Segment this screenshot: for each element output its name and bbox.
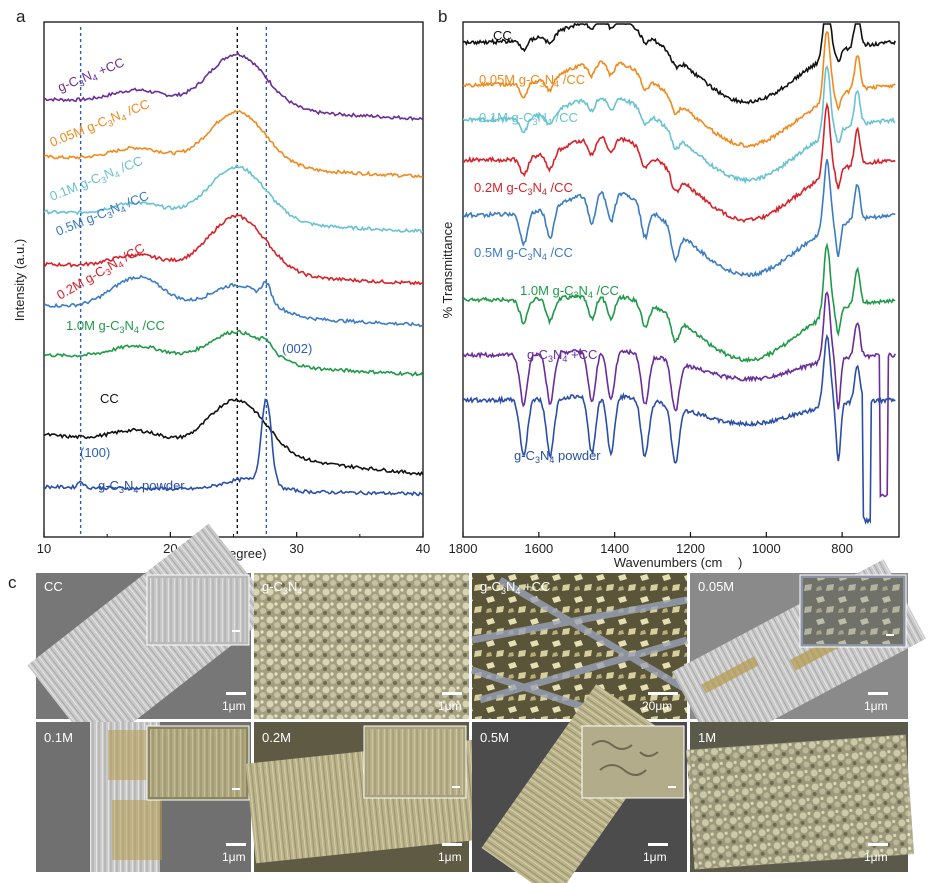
sem-tile-gcn-cc: g-C3N4 +CC 20μm [470, 573, 689, 723]
sem-label: g-C3N4 +CC [480, 579, 550, 596]
scale-bar-label: 1μm [222, 850, 246, 864]
ftir-x-tick-label: 800 [831, 541, 853, 556]
xrd-annotation-002: (002) [282, 341, 312, 356]
sem-tile-05m: 0.5M 1μm [472, 684, 687, 883]
ftir-plot-frame [462, 21, 900, 538]
xrd-series-line [44, 398, 423, 497]
sem-label: 0.5M [480, 730, 509, 745]
ftir-x-tick-label: 1600 [524, 541, 553, 556]
xrd-series-line [44, 163, 423, 235]
xrd-series-line [44, 329, 423, 377]
xrd-series-line [44, 109, 423, 179]
xrd-annotation-100: (100) [80, 445, 110, 460]
ftir-series-label: CC [493, 28, 512, 43]
ftir-x-axis-label: Wavenumbers (cm [614, 555, 723, 570]
ftir-series-line [463, 101, 896, 224]
ftir-x-tick-label: 1000 [752, 541, 781, 556]
sem-tile-02m: 0.2M 1μm [245, 722, 485, 872]
xrd-y-axis-label: Intensity (a.u.) [12, 239, 27, 321]
ftir-x-tick-label: 1200 [676, 541, 705, 556]
sem-image-grid: CC 1μm g-C3N4 1μm g-C3N4 +CC 20μm [27, 523, 926, 883]
panel-label-c: c [8, 573, 17, 592]
sem-tile-gcn: g-C3N4 1μm [254, 573, 469, 719]
sem-tile-1m: 1M 1μm [686, 722, 915, 872]
ftir-x-axis-close: ) [738, 555, 742, 570]
xrd-series-line [44, 51, 423, 122]
xrd-x-tick-label: 10 [37, 541, 51, 556]
ftir-series-line [463, 333, 896, 525]
sem-tile-01m: 0.1M 1μm [36, 722, 251, 872]
ftir-series-label: 0.1M g-C3N4 /CC [479, 110, 578, 127]
ftir-x-tick-label: 1400 [600, 541, 629, 556]
ftir-y-axis-label: % Transmittance [440, 222, 455, 319]
xrd-series-line [44, 274, 423, 328]
sem-label: CC [44, 579, 63, 594]
ftir-series-label: g-C3N4 +CC [527, 347, 597, 364]
ftir-chart: 1800 1600 1400 1200 1000 800 Wavenumbers (cm … [440, 21, 900, 570]
scale-bar-label: 1μm [222, 699, 246, 713]
ftir-series-label: 0.2M g-C3N4 /CC [474, 180, 573, 197]
scale-bar-label: 1μm [643, 850, 667, 864]
sem-label: 0.05M [698, 579, 734, 594]
sem-label: g-C3N4 [262, 579, 302, 596]
sem-tile-005m: 0.05M 1μm [671, 559, 926, 752]
sem-label: 1M [698, 730, 716, 745]
xrd-series-label: g-C3N4 +CC [56, 55, 128, 97]
xrd-series-label: g-C3N4 powder [98, 478, 185, 495]
scale-bar-label: 1μm [864, 699, 888, 713]
ftir-series-line [463, 30, 896, 148]
ftir-series-line [463, 159, 896, 278]
xrd-x-tick-label: 40 [416, 541, 430, 556]
ftir-series-label: 0.5M g-C3N4 /CC [474, 245, 573, 262]
xrd-series-line [44, 397, 423, 477]
ftir-series-line [463, 65, 896, 185]
xrd-series-line [44, 214, 423, 286]
ftir-series-label: g-C3N4 powder [514, 448, 601, 465]
sem-label: 0.2M [262, 730, 291, 745]
ftir-series-line [463, 291, 896, 499]
ftir-series-line [463, 22, 896, 105]
sem-tile-cc: CC 1μm [27, 523, 277, 752]
xrd-series-label: 0.05M g-C3N4 /CC [48, 96, 153, 152]
xrd-x-tick-label: 30 [289, 541, 303, 556]
ftir-series-label: 1.0M g-C3N4 /CC [520, 283, 619, 300]
ftir-x-tick-label: 1800 [449, 541, 478, 556]
scale-bar-label: 1μm [864, 850, 888, 864]
panel-label-a: a [16, 7, 26, 26]
xrd-chart: 10 20 30 40 2θ (degree) Intensity (a.u.) (0… [12, 21, 430, 561]
xrd-series-label: 1.0M g-C3N4 /CC [66, 318, 165, 335]
scale-bar-label: 20μm [642, 699, 672, 713]
scale-bar-label: 1μm [438, 699, 462, 713]
panel-label-b: b [438, 7, 447, 26]
scale-bar-label: 1μm [438, 850, 462, 864]
sem-label: 0.1M [44, 730, 73, 745]
ftir-series-line [463, 242, 896, 364]
xrd-series-label: CC [100, 391, 119, 406]
ftir-series-label: 0.05M g-C3N4 /CC [479, 72, 585, 89]
